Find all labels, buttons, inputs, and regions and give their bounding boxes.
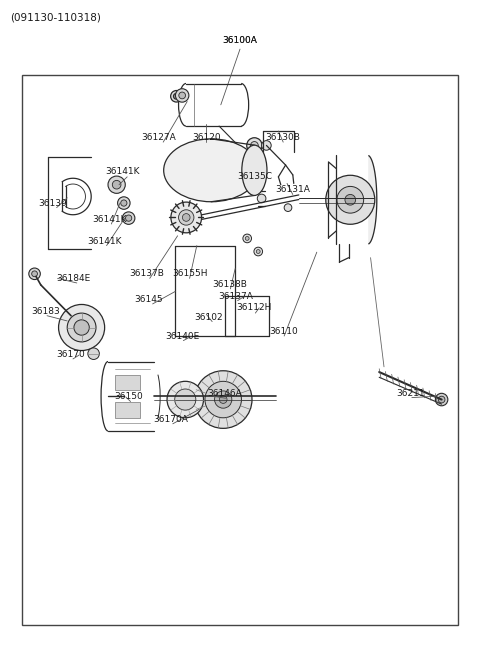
Bar bbox=[115, 375, 140, 390]
Circle shape bbox=[32, 271, 37, 276]
Circle shape bbox=[247, 138, 262, 153]
Circle shape bbox=[345, 195, 356, 205]
Circle shape bbox=[179, 210, 194, 225]
Circle shape bbox=[257, 194, 266, 203]
Text: 36139: 36139 bbox=[38, 198, 67, 208]
Circle shape bbox=[182, 214, 190, 221]
Bar bbox=[115, 402, 140, 418]
Text: 36110: 36110 bbox=[269, 327, 298, 336]
Circle shape bbox=[171, 90, 182, 102]
Circle shape bbox=[29, 268, 40, 280]
Text: 36112H: 36112H bbox=[237, 303, 272, 312]
Circle shape bbox=[337, 187, 364, 213]
Text: 36140E: 36140E bbox=[165, 331, 200, 341]
Text: 36100A: 36100A bbox=[223, 36, 257, 45]
Circle shape bbox=[173, 94, 180, 99]
Circle shape bbox=[254, 247, 263, 256]
Circle shape bbox=[59, 305, 105, 350]
Text: 36141K: 36141K bbox=[87, 236, 122, 246]
Circle shape bbox=[175, 389, 196, 410]
Text: 36211: 36211 bbox=[396, 388, 425, 398]
Text: 36137B: 36137B bbox=[129, 269, 164, 278]
Circle shape bbox=[179, 92, 185, 99]
Circle shape bbox=[67, 313, 96, 342]
Text: 36184E: 36184E bbox=[56, 274, 91, 283]
Circle shape bbox=[251, 141, 258, 149]
Text: 36135C: 36135C bbox=[237, 172, 272, 181]
Text: 36130B: 36130B bbox=[266, 133, 300, 142]
Text: 36102: 36102 bbox=[194, 312, 223, 322]
Text: 36100A: 36100A bbox=[223, 36, 257, 45]
Circle shape bbox=[326, 176, 375, 224]
Text: 36131A: 36131A bbox=[276, 185, 310, 195]
Circle shape bbox=[112, 180, 121, 189]
Text: 36137A: 36137A bbox=[219, 291, 253, 301]
Circle shape bbox=[219, 396, 227, 403]
Circle shape bbox=[194, 371, 252, 428]
Text: 36127A: 36127A bbox=[141, 133, 176, 142]
Circle shape bbox=[167, 381, 204, 418]
Text: 36170A: 36170A bbox=[153, 415, 188, 424]
Text: 36120: 36120 bbox=[192, 133, 221, 142]
Text: 36146A: 36146A bbox=[207, 389, 242, 398]
Circle shape bbox=[284, 204, 292, 212]
Circle shape bbox=[126, 215, 132, 221]
Circle shape bbox=[74, 320, 89, 335]
Circle shape bbox=[435, 393, 448, 406]
Text: 36183: 36183 bbox=[31, 307, 60, 316]
Text: 36138B: 36138B bbox=[212, 280, 247, 289]
Circle shape bbox=[438, 396, 445, 403]
Circle shape bbox=[205, 381, 241, 418]
Circle shape bbox=[215, 391, 232, 408]
Circle shape bbox=[256, 250, 260, 253]
Text: 36155H: 36155H bbox=[172, 269, 207, 278]
Circle shape bbox=[262, 141, 271, 150]
Text: 36141K: 36141K bbox=[105, 167, 140, 176]
Circle shape bbox=[108, 176, 125, 193]
Circle shape bbox=[176, 88, 189, 102]
Text: 36170: 36170 bbox=[56, 350, 85, 359]
Polygon shape bbox=[369, 156, 377, 244]
Ellipse shape bbox=[164, 139, 259, 202]
Circle shape bbox=[245, 236, 249, 240]
Circle shape bbox=[118, 196, 130, 210]
Text: (091130-110318): (091130-110318) bbox=[10, 12, 101, 22]
Circle shape bbox=[88, 348, 99, 360]
Text: 36145: 36145 bbox=[134, 295, 163, 304]
Bar bbox=[22, 75, 458, 625]
Circle shape bbox=[122, 212, 135, 225]
Circle shape bbox=[243, 234, 252, 243]
Text: 36150: 36150 bbox=[114, 392, 143, 402]
Text: 36141K: 36141K bbox=[92, 215, 127, 224]
Ellipse shape bbox=[242, 145, 267, 195]
Circle shape bbox=[171, 202, 202, 233]
Circle shape bbox=[121, 200, 127, 206]
